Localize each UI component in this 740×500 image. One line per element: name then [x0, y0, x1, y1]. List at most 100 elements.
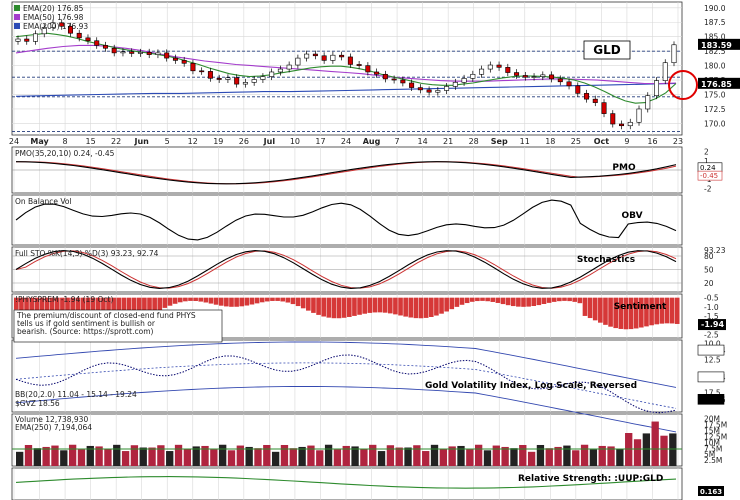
volume-bar — [501, 446, 509, 466]
obv-line — [15, 199, 677, 241]
sentiment-bar — [198, 297, 204, 302]
x-tick-label: 9 — [624, 137, 629, 146]
rs-line — [15, 476, 677, 489]
price-candle — [540, 74, 546, 77]
sentiment-bar — [562, 297, 567, 301]
sto-k-line — [15, 250, 677, 289]
volume-bar — [219, 444, 227, 466]
volume-legend: Volume 12,738,930 — [15, 415, 88, 424]
price-candle — [444, 86, 450, 91]
volume-bar — [351, 446, 359, 466]
sentiment-tick: -1.0 — [704, 303, 719, 312]
sentiment-bar — [644, 297, 649, 327]
price-candle — [531, 76, 537, 78]
price-candle — [339, 54, 345, 58]
note-box — [13, 309, 223, 343]
volume-bar — [651, 421, 659, 466]
pmo-tick: -2 — [704, 184, 712, 193]
volume-bar — [16, 451, 24, 466]
sentiment-bar — [413, 297, 419, 319]
sentiment-bar — [577, 297, 583, 304]
sentiment-bar — [126, 297, 132, 319]
bb-upper-line — [15, 341, 677, 388]
price-legend-item: EMA(50) 176.98 — [23, 13, 84, 22]
x-tick-label: 22 — [111, 137, 121, 146]
sto-tick: 80 — [704, 252, 714, 261]
price-candle — [400, 79, 406, 84]
volume-bar — [157, 445, 165, 466]
volume-bar — [660, 435, 668, 466]
price-candle — [24, 38, 30, 42]
sentiment-bar — [19, 297, 24, 312]
volume-bar — [616, 448, 624, 466]
sentiment-bar — [306, 297, 311, 311]
panel-callout: OBV — [621, 211, 642, 221]
sentiment-bar — [587, 297, 593, 319]
volume-tick: 12.5M — [704, 432, 727, 441]
pmo-tick: 2 — [704, 148, 709, 157]
bb-lower-line — [15, 386, 677, 433]
sentiment-bar — [95, 297, 101, 314]
price-legend-item: EMA(20) 176.85 — [23, 4, 84, 13]
volume-bar — [633, 439, 642, 466]
price-candle — [627, 121, 633, 127]
gvz-line — [15, 354, 677, 414]
price-candle — [584, 93, 590, 100]
chart-title: GLD — [593, 43, 620, 57]
volume-bar — [607, 446, 615, 466]
rs-value: 0.163 — [700, 488, 722, 496]
volume-bar — [130, 445, 139, 466]
sentiment-bar — [352, 297, 357, 316]
volume-bar — [166, 451, 174, 466]
sentiment-bar — [654, 297, 660, 325]
price-candle — [59, 22, 65, 27]
volume-tick: 15M — [704, 427, 720, 436]
volume-bar — [413, 445, 421, 466]
price-candle — [190, 62, 196, 72]
price-candle — [374, 71, 380, 75]
volume-ema-legend: EMA(250) 7,194,064 — [15, 423, 92, 432]
volume-bar — [183, 448, 192, 466]
sentiment-bar — [203, 297, 209, 303]
sentiment-bar — [60, 297, 65, 317]
price-candle — [470, 73, 476, 79]
sentiment-bar — [387, 297, 393, 314]
volume-bar — [86, 445, 94, 466]
volume-bar — [492, 445, 500, 466]
sentiment-bar — [536, 297, 542, 306]
price-candle — [85, 37, 91, 42]
sentiment-bar — [633, 297, 639, 329]
legend-swatch — [14, 23, 20, 29]
last-price-value: 183.59 — [701, 41, 732, 50]
price-candle — [557, 78, 563, 83]
volume-bar — [642, 433, 651, 466]
sentiment-bar — [188, 297, 193, 301]
gvz-legend-bb: BB(20,2.0) 11.04 - 15.14 - 19.24 — [15, 390, 137, 399]
volume-bar — [227, 450, 236, 466]
sentiment-bar — [500, 297, 506, 305]
volume-bar — [572, 450, 580, 466]
price-candle — [487, 64, 493, 70]
price-tick: 185.0 — [704, 33, 726, 42]
volume-bar — [483, 450, 492, 466]
sentiment-bar — [44, 297, 50, 319]
price-candle — [155, 52, 161, 55]
price-candle — [452, 82, 458, 87]
price-candle — [199, 70, 205, 73]
price-candle — [172, 57, 178, 61]
sentiment-bar — [49, 297, 55, 319]
price-candle — [417, 87, 423, 91]
sentiment-bar — [403, 297, 408, 317]
sentiment-bar — [408, 297, 414, 318]
rs-badge — [698, 486, 724, 496]
sentiment-bar — [172, 297, 178, 304]
sentiment-bar — [280, 297, 286, 302]
sentiment-bar — [152, 297, 157, 313]
sentiment-bar — [234, 297, 239, 307]
volume-bar — [395, 447, 403, 466]
volume-bar — [33, 448, 41, 466]
x-tick-label: 24 — [341, 137, 351, 146]
volume-bar — [474, 444, 483, 466]
price-candle — [76, 32, 82, 39]
price-candle — [286, 64, 292, 70]
